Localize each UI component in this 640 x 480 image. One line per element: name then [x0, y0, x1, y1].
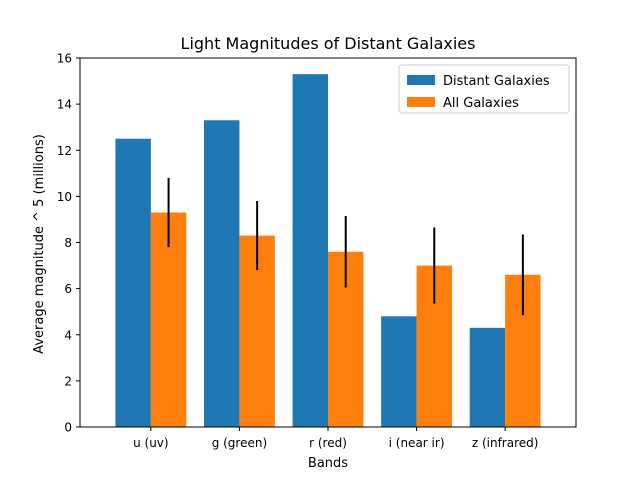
- plot-area: u (uv) g (green) r (red) i (near ir) z (infr…: [57, 52, 577, 450]
- legend-swatch: [407, 75, 435, 85]
- y-tick-label: 4: [64, 328, 72, 342]
- bar: [381, 316, 417, 427]
- bar: [204, 120, 240, 428]
- legend-label: Distant Galaxies: [443, 74, 550, 89]
- bar: [115, 138, 151, 427]
- bar: [469, 327, 506, 427]
- y-tick-label: 16: [57, 52, 72, 66]
- bar: [150, 212, 187, 427]
- y-tick-label: 0: [64, 421, 72, 435]
- x-tick-label: g (green): [212, 436, 267, 450]
- y-tick-label: 6: [64, 282, 72, 296]
- x-tick-label: u (uv): [133, 436, 169, 450]
- y-tick-label: 14: [57, 98, 72, 112]
- y-tick-label: 8: [64, 236, 72, 250]
- chart-title: Light Magnitudes of Distant Galaxies: [181, 34, 476, 53]
- legend-box: [398, 64, 570, 114]
- x-tick-label: z (infrared): [472, 436, 539, 450]
- y-axis-label: Average magnitude ^ 5 (millions): [32, 134, 47, 354]
- bar: [292, 74, 328, 428]
- plot-frame: [79, 57, 577, 428]
- legend-label: All Galaxies: [443, 96, 519, 111]
- x-axis-label: Bands: [308, 456, 348, 471]
- y-tick-label: 2: [64, 374, 72, 388]
- y-tick-label: 10: [57, 190, 72, 204]
- y-tick-label: 12: [57, 144, 72, 158]
- x-tick-label: i (near ir): [389, 436, 445, 450]
- legend-swatch: [407, 97, 435, 107]
- x-tick-label: r (red): [309, 436, 347, 450]
